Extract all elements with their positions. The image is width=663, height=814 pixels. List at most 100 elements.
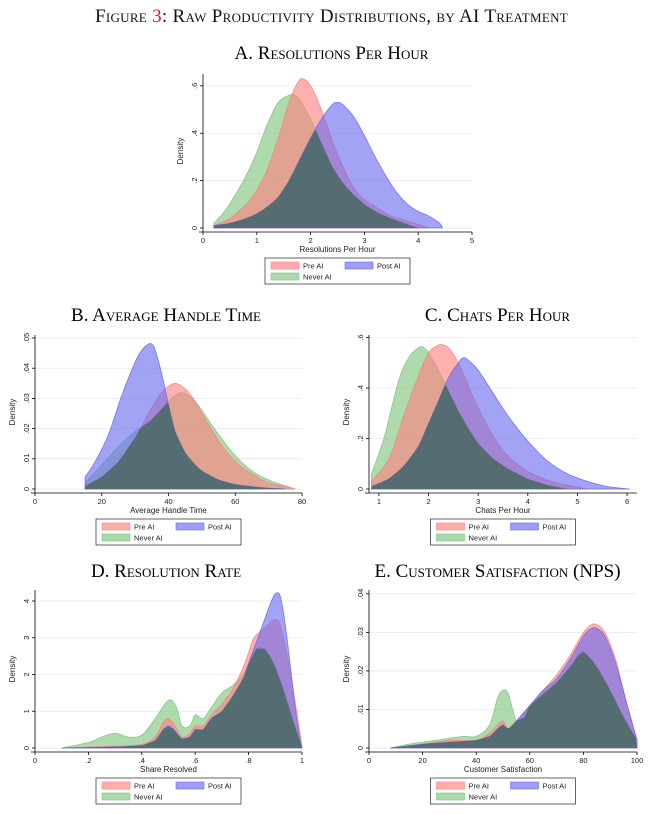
- legend-label-pre: Pre AI: [134, 782, 154, 791]
- x-tick-label: 100: [631, 756, 644, 765]
- x-tick-label: 60: [231, 497, 239, 506]
- figure-number: 3: [152, 6, 162, 27]
- y-tick-label: 0: [190, 226, 199, 230]
- y-tick-label: .4: [190, 130, 199, 136]
- x-tick-label: 40: [472, 756, 480, 765]
- x-tick-label: 20: [418, 756, 426, 765]
- legend-swatch-post: [510, 522, 539, 531]
- x-tick-label: 0: [367, 756, 371, 765]
- x-tick-label: 1: [300, 756, 304, 765]
- y-axis-label: Density: [342, 656, 351, 683]
- y-axis-label: Density: [8, 399, 17, 426]
- x-tick-label: 1: [255, 236, 259, 245]
- figure-title-prefix: Figure: [94, 6, 153, 27]
- panel-e-customer-satisfaction: E. Customer Satisfaction (NPS) 0 20 40 60 80 1…: [342, 561, 644, 805]
- legend-label-never: Never AI: [469, 534, 498, 543]
- x-tick-label: 5: [470, 236, 474, 245]
- x-tick-label: 20: [98, 497, 106, 506]
- y-tick-label: .4: [356, 385, 365, 391]
- panel-d-resolution-rate: D. Resolution Rate 0 .2 .4 .6 .8 1 0 1 2 3 4 Share R…: [8, 561, 304, 805]
- y-tick-label: 0: [356, 746, 365, 750]
- x-tick-label: 60: [526, 756, 534, 765]
- x-tick-label: 6: [625, 497, 629, 506]
- legend-label-pre: Pre AI: [469, 782, 489, 791]
- figure-title-text: : Raw Productivity Distributions, by AI …: [161, 6, 569, 27]
- panel-title: D. Resolution Rate: [91, 561, 241, 582]
- legend: Pre AI Post AI Never AI: [95, 518, 242, 546]
- x-tick-label: 0: [33, 756, 37, 765]
- y-tick-label: 2: [22, 672, 31, 676]
- legend-swatch-pre: [101, 781, 131, 790]
- legend-label-never: Never AI: [134, 534, 163, 543]
- x-tick-label: 2: [426, 497, 430, 506]
- legend-swatch-pre: [436, 781, 465, 790]
- legend-swatch-post: [175, 522, 205, 531]
- y-tick-label: .04: [356, 589, 365, 599]
- y-axis-label: Density: [8, 656, 17, 683]
- x-tick-label: 80: [298, 497, 306, 506]
- legend-label-never: Never AI: [469, 793, 498, 802]
- legend-swatch-never: [270, 272, 300, 281]
- y-tick-label: .6: [356, 334, 365, 340]
- legend-swatch-never: [436, 792, 465, 801]
- legend-swatch-never: [101, 533, 131, 542]
- legend-swatch-pre: [436, 522, 465, 531]
- legend-label-post: Post AI: [208, 782, 232, 791]
- y-tick-label: 1: [22, 709, 31, 713]
- legend: Pre AI Post AI Never AI: [430, 518, 576, 546]
- x-axis-label: Share Resolved: [140, 765, 197, 774]
- density-overlap: [390, 651, 637, 748]
- panel-c-chats-per-hour: C. Chats Per Hour 1 2 3 4 5 6 0 .2 .4 .6 Chats Per …: [342, 305, 637, 546]
- legend-label-pre: Pre AI: [303, 262, 323, 271]
- x-tick-label: 0: [201, 236, 205, 245]
- legend-label-never: Never AI: [303, 273, 332, 282]
- legend-swatch-pre: [101, 522, 131, 531]
- panel-title: E. Customer Satisfaction (NPS): [374, 561, 620, 582]
- y-tick-label: .03: [22, 393, 31, 403]
- x-axis-label: Customer Satisfaction: [464, 765, 542, 774]
- legend-label-post: Post AI: [377, 262, 401, 271]
- y-tick-label: .05: [22, 333, 31, 343]
- panel-b-average-handle-time: B. Average Handle Time 0 20 40 60 80 0 .01 .02 .0…: [8, 305, 306, 546]
- y-tick-label: .03: [356, 627, 365, 637]
- y-axis-label: Density: [176, 138, 185, 165]
- legend: Pre AI Post AI Never AI: [95, 777, 242, 805]
- x-axis-label: Average Handle Time: [130, 506, 207, 515]
- x-tick-label: .2: [85, 756, 91, 765]
- x-axis-label: Chats Per Hour: [475, 506, 530, 515]
- x-tick-label: .4: [139, 756, 145, 765]
- x-tick-label: 2: [309, 236, 313, 245]
- density-overlap: [371, 385, 568, 489]
- density-overlap: [213, 130, 419, 228]
- density-overlap: [61, 648, 303, 748]
- y-tick-label: .01: [22, 454, 31, 464]
- y-tick-label: .04: [22, 363, 31, 373]
- y-tick-label: 0: [22, 746, 31, 750]
- y-tick-label: .2: [190, 177, 199, 183]
- x-tick-label: 1: [377, 497, 381, 506]
- legend: Pre AI Post AI Never AI: [430, 777, 576, 805]
- density-overlap: [85, 402, 286, 489]
- x-tick-label: 40: [164, 497, 172, 506]
- legend: Pre AI Post AI Never AI: [264, 257, 411, 285]
- x-tick-label: .6: [192, 756, 198, 765]
- legend-label-never: Never AI: [134, 793, 163, 802]
- x-tick-label: 5: [575, 497, 579, 506]
- legend-swatch-post: [510, 781, 539, 790]
- legend-swatch-post: [344, 261, 374, 270]
- y-tick-label: .02: [22, 423, 31, 433]
- x-tick-label: 0: [33, 497, 37, 506]
- y-tick-label: .6: [190, 83, 199, 89]
- panel-a-resolutions-per-hour: A. Resolutions Per Hour 0 1 2 3 4 5 0 .2 .4 .6 Reso…: [176, 43, 474, 285]
- y-tick-label: 0: [356, 487, 365, 491]
- y-tick-label: 0: [22, 487, 31, 491]
- legend-label-post: Post AI: [543, 523, 567, 532]
- legend-swatch-pre: [270, 261, 300, 270]
- y-tick-label: .01: [356, 704, 365, 714]
- x-tick-label: 3: [476, 497, 480, 506]
- legend-swatch-post: [175, 781, 205, 790]
- x-tick-label: .8: [245, 756, 251, 765]
- legend-swatch-never: [436, 533, 465, 542]
- y-tick-label: 3: [22, 636, 31, 640]
- legend-label-post: Post AI: [543, 782, 567, 791]
